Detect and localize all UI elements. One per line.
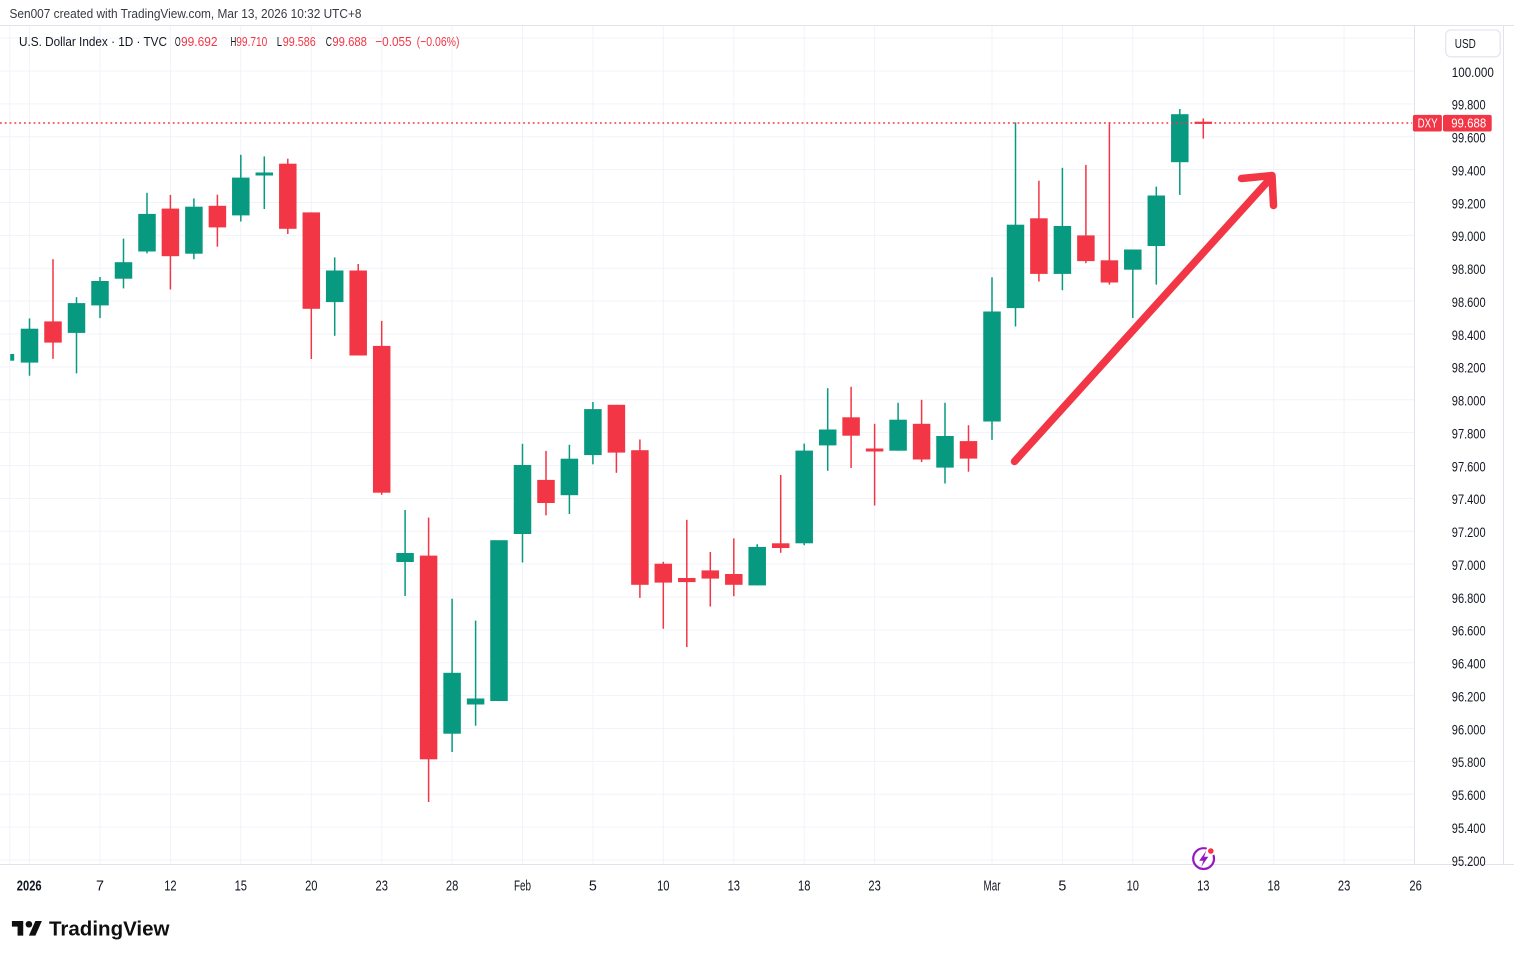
svg-text:10: 10 <box>657 878 669 894</box>
svg-text:USD: USD <box>1455 36 1476 51</box>
svg-text:18: 18 <box>1268 878 1280 894</box>
svg-text:L: L <box>277 34 282 49</box>
svg-text:DXY: DXY <box>1418 116 1439 130</box>
svg-text:96.200: 96.200 <box>1452 689 1486 704</box>
svg-text:95.400: 95.400 <box>1452 821 1486 836</box>
svg-text:96.000: 96.000 <box>1452 722 1486 737</box>
svg-text:98.800: 98.800 <box>1452 262 1486 277</box>
svg-text:Sen007 created with TradingVie: Sen007 created with TradingView.com, Mar… <box>10 6 362 21</box>
svg-text:13: 13 <box>728 878 740 894</box>
svg-text:97.400: 97.400 <box>1452 492 1486 507</box>
svg-text:96.800: 96.800 <box>1452 591 1486 606</box>
svg-text:98.400: 98.400 <box>1452 328 1486 343</box>
svg-text:−0.055: −0.055 <box>375 34 411 49</box>
svg-text:15: 15 <box>235 878 247 894</box>
svg-text:Mar: Mar <box>984 878 1001 894</box>
svg-text:97.000: 97.000 <box>1452 558 1486 573</box>
svg-text:C: C <box>326 34 332 49</box>
svg-text:99.586: 99.586 <box>283 34 316 49</box>
svg-text:26: 26 <box>1409 878 1421 894</box>
svg-text:2026: 2026 <box>17 878 42 894</box>
svg-text:99.692: 99.692 <box>181 34 218 49</box>
svg-text:10: 10 <box>1127 878 1139 894</box>
svg-text:99.688: 99.688 <box>1451 116 1486 131</box>
svg-text:99.600: 99.600 <box>1452 131 1486 146</box>
svg-text:TradingView: TradingView <box>49 919 170 941</box>
svg-text:99.400: 99.400 <box>1452 163 1486 178</box>
svg-text:(−0.06%): (−0.06%) <box>417 34 460 49</box>
svg-text:Feb: Feb <box>514 878 531 894</box>
svg-text:O: O <box>175 34 181 49</box>
svg-text:7: 7 <box>96 878 104 894</box>
svg-text:100.000: 100.000 <box>1452 65 1494 80</box>
svg-text:99.000: 99.000 <box>1452 229 1486 244</box>
svg-text:23: 23 <box>376 878 388 894</box>
svg-text:99.800: 99.800 <box>1452 98 1486 113</box>
svg-text:98.600: 98.600 <box>1452 295 1486 310</box>
svg-text:97.800: 97.800 <box>1452 426 1486 441</box>
svg-text:18: 18 <box>798 878 810 894</box>
svg-text:23: 23 <box>868 878 880 894</box>
svg-text:98.200: 98.200 <box>1452 361 1486 376</box>
svg-text:99.688: 99.688 <box>332 34 367 49</box>
svg-text:97.600: 97.600 <box>1452 459 1486 474</box>
svg-text:96.600: 96.600 <box>1452 624 1486 639</box>
svg-text:97.200: 97.200 <box>1452 525 1486 540</box>
svg-text:96.400: 96.400 <box>1452 657 1486 672</box>
svg-text:95.200: 95.200 <box>1452 854 1486 869</box>
svg-text:H: H <box>231 34 237 49</box>
svg-text:13: 13 <box>1197 878 1209 894</box>
svg-text:20: 20 <box>305 878 317 894</box>
svg-text:28: 28 <box>446 878 458 894</box>
svg-text:5: 5 <box>589 878 597 894</box>
svg-text:98.000: 98.000 <box>1452 394 1486 409</box>
svg-text:12: 12 <box>164 878 176 894</box>
svg-text:5: 5 <box>1058 878 1066 894</box>
svg-text:99.710: 99.710 <box>236 34 267 49</box>
svg-text:95.800: 95.800 <box>1452 755 1486 770</box>
svg-text:99.200: 99.200 <box>1452 196 1486 211</box>
svg-text:23: 23 <box>1338 878 1350 894</box>
svg-text:U.S. Dollar Index · 1D · TVC: U.S. Dollar Index · 1D · TVC <box>19 34 167 49</box>
svg-text:95.600: 95.600 <box>1452 788 1486 803</box>
